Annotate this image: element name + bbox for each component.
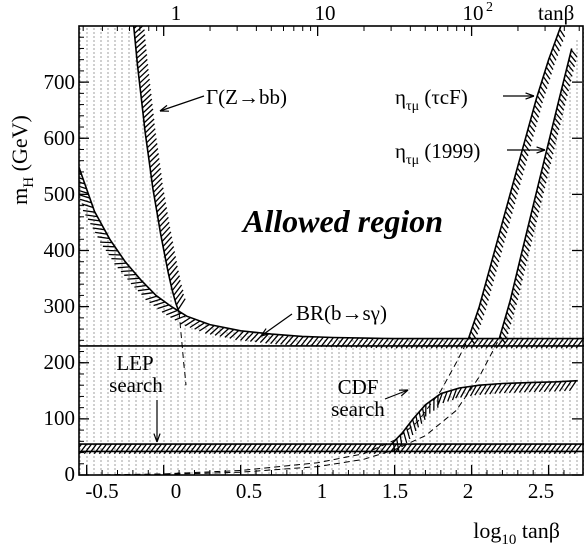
hatch-bsg [79,168,584,349]
y-tick-label: 700 [44,70,76,94]
y-tick-label: 100 [44,406,76,430]
bsg-arrow-head [260,328,270,337]
eta-taucf-arrow-head [525,92,535,100]
x-tick-label: 2.5 [528,479,554,503]
zbb-arrow-head [159,104,170,112]
y-tick-label: 500 [44,182,76,206]
x-tick-label: 1 [317,479,328,503]
label-arrows [153,92,546,443]
top-axis-label: tanβ [538,1,574,25]
eta-taucf-label: ητμ (τcF) [395,85,468,114]
x-tick-label: 0 [171,479,182,503]
curve-zbb_ext [178,312,187,386]
eta-1999-arrow-head [536,146,546,154]
cdf-label-line2: search [331,397,385,421]
y-tick-label: 600 [44,126,76,150]
zbb-label: Γ(Z→bb) [206,85,287,109]
x-tick-label: 2 [463,479,474,503]
y-tick-label: 0 [65,462,76,486]
y-axis-label: mH (GeV) [7,115,37,205]
curve-eta_taucf [467,26,562,339]
cdf-label-line1: CDF [338,375,379,399]
bsg-label: BR(b→sγ) [296,301,387,325]
bsg-arrow [260,313,293,337]
y-tick-label: 300 [44,294,76,318]
lep-label-line2: search [109,373,163,397]
x-axis-label: log10 tanβ [473,518,560,548]
hatch-zbb [133,26,186,310]
x-tick-label: -0.5 [85,479,118,503]
y-tick-label: 400 [44,238,76,262]
hatch-eta-taucf [468,29,566,345]
lep-label-line1: LEP [116,351,153,375]
x-tick-label: 0.5 [236,479,262,503]
hatch-marks [79,26,584,455]
cdf-arrow-head [398,389,409,397]
excluded-zbb [79,26,180,313]
constraint-curves [79,26,584,475]
curve-eta_1999 [498,48,573,339]
axis-ticks [79,25,582,476]
cdf-arrow [384,389,409,400]
allowed-region-label: Allowed region [241,203,443,239]
zbb-arrow [159,95,205,112]
hatch-lep [79,443,583,455]
lep-arrow-head [153,433,161,443]
hatch-eta-1999 [499,49,578,344]
curve-zbb [132,26,180,313]
curve-cdf [390,379,578,445]
eta-1999-label: ητμ (1999) [395,139,480,168]
top-tick-label-100: 10 [463,1,484,25]
x-tick-label: 1.5 [382,479,408,503]
curve-bsg [79,167,584,340]
excluded-region-shading [79,26,584,475]
excluded-below-bsg [79,167,584,475]
top-tick-label-100-exp: 2 [486,0,493,15]
y-tick-label: 200 [44,350,76,374]
top-tick-label-1: 1 [171,1,182,25]
top-tick-label-10: 10 [315,1,336,25]
